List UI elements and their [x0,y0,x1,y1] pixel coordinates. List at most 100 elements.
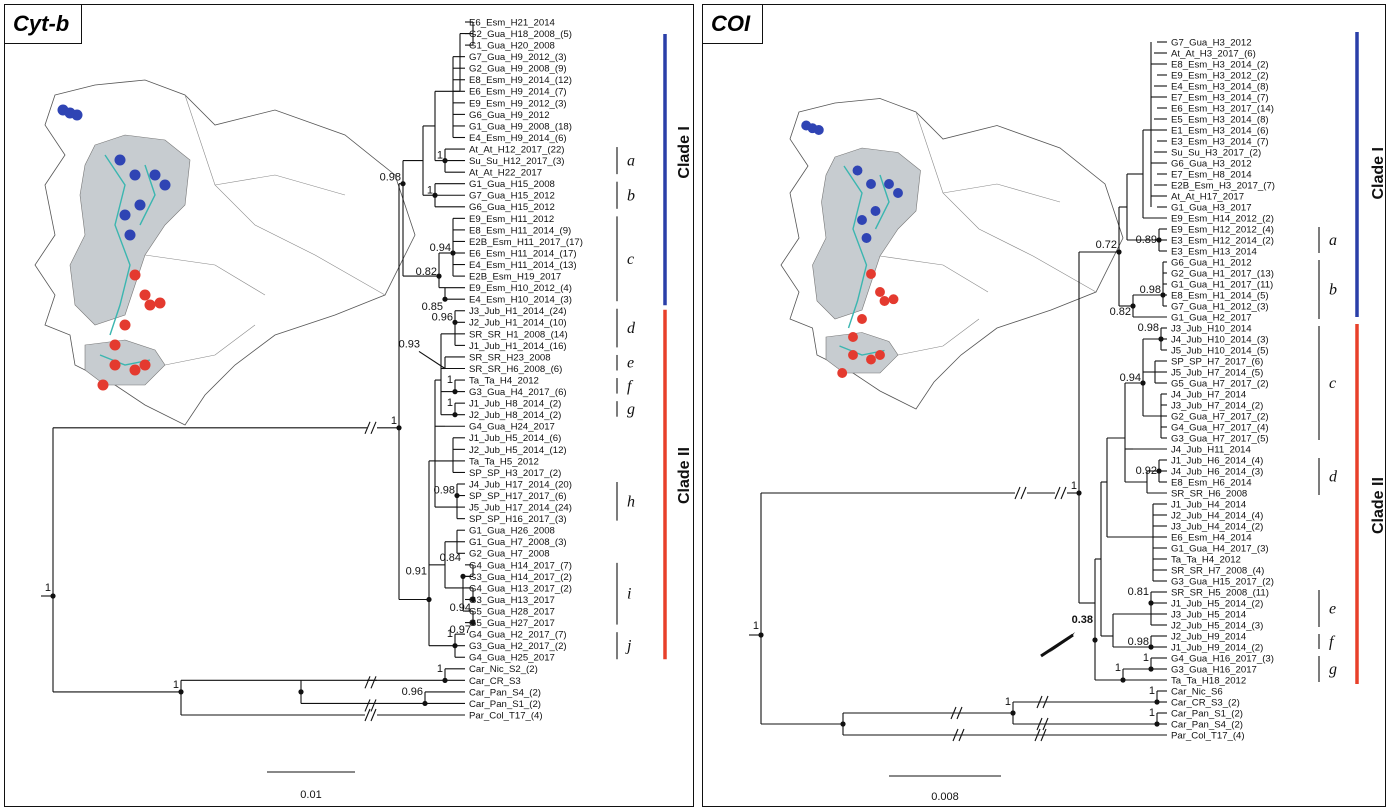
tip-label: G1_Gua_H15_2008 [469,179,555,190]
site-marker-clade2 [129,269,141,281]
map-river [843,165,868,329]
tip-label: Par_Col_T17_(4) [469,710,543,721]
branch-break [364,708,371,722]
site-marker-clade2 [154,297,166,309]
tip-label: G3_Gua_H16_2017 [1171,664,1257,675]
tip-label: E8_Esm_H3_2014_(2) [1171,59,1269,70]
support-value: 0.98 [1140,284,1161,296]
map-boundary [184,94,386,296]
tip-label: E7_Esm_H8_2014 [1171,169,1252,180]
support-value: 0.81 [1128,586,1149,598]
clade-1-label: Clade I [676,126,692,178]
tip-label: J4_Jub_H17_2014_(20) [469,479,572,490]
support-value: 1 [447,397,453,409]
tip-label: G5_Gua_H27_2017 [469,618,555,629]
subclade-label: d [627,320,636,337]
map-river [874,174,890,230]
support-value: 1 [1149,685,1155,697]
branch-break [1054,486,1061,500]
tip-label: G6_Gua_H15_2012 [469,202,555,213]
site-marker-clade2 [144,299,156,311]
tip-label: J5_Jub_H17_2014_(24) [469,503,572,514]
support-value: 0.98 [1138,322,1159,334]
subclade-label: j [625,638,632,655]
tip-label: SP_SP_H17_2017_(6) [469,491,567,502]
tip-label: G1_Gua_H7_2008_(3) [469,537,567,548]
tree-node [298,689,304,695]
tip-label: Car_Pan_S1_(2) [1171,708,1243,719]
tip-label: J4_Jub_H10_2014_(3) [1171,334,1269,345]
cytb-panel: E6_Esm_H21_2014 G2_Gua_H18_2008_(5) G1_Gua… [4,4,694,807]
clade-2-label: Clade II [676,447,692,504]
site-marker-clade2 [875,350,885,360]
site-marker-clade1 [852,165,863,176]
tip-label: J2_Jub_H4_2014_(4) [1171,510,1263,521]
support-value: 1 [753,620,759,632]
tip-label: Ta_Ta_H4_2012 [469,375,539,386]
subclade-label: f [627,378,634,395]
tip-label: Car_Nic_S6 [1171,686,1223,697]
branch-break [1042,695,1049,709]
tip-label: E4_Esm_H11_2014_(13) [469,260,577,271]
site-marker-clade1 [893,188,903,198]
tip-label: G4_Gua_H25_2017 [469,653,555,664]
subclade-label: a [627,153,635,170]
site-marker-clade2 [139,359,151,371]
site-marker-clade2 [888,294,899,305]
tip-label: E9_Esm_H14_2012_(2) [1171,213,1274,224]
map-river [104,154,131,336]
support-value: 0.97 [450,624,471,636]
tip-label: G2_Gua_H7_2017_(2) [1171,411,1269,422]
tip-label: G2_Gua_H9_2008_(9) [469,64,567,75]
support-value: 1 [173,679,179,691]
tip-label: J2_Jub_H9_2014 [1171,631,1247,642]
tip-label: Car_CR_S3 [469,676,521,687]
tip-label: Car_Nic_S2_(2) [469,664,538,675]
support-value: 0.82 [1110,306,1131,318]
branch-break [952,728,959,742]
tip-label: G2_Gua_H1_2017_(13) [1171,268,1274,279]
support-value: 0.38 [1072,614,1093,626]
scale-label: 0.01 [300,789,321,801]
site-marker-clade1 [861,233,872,243]
site-marker-clade2 [109,339,121,351]
branch-break [370,708,377,722]
tip-label: At_At_H22_2017 [469,168,542,179]
branch-break [364,421,371,435]
branch-break [1042,717,1049,731]
site-marker-clade2 [848,350,858,360]
site-marker-clade1 [149,169,161,181]
map-boundary [915,111,1097,293]
tip-label: E6_Esm_H11_2014_(17) [469,248,577,259]
tip-label: G4_Gua_H7_2017_(4) [1171,422,1269,433]
branch-break [364,699,371,712]
tip-label: J5_Jub_H10_2014_(5) [1171,345,1269,356]
support-value: 1 [1071,480,1077,492]
tip-label: J1_Jub_H9_2014_(2) [1171,642,1263,653]
support-value: 0.92 [1136,465,1157,477]
subclade-label: b [1329,282,1337,299]
tip-label: E6_Esm_H9_2014_(7) [469,87,567,98]
tip-label: G1_Gua_H2_2017 [1171,312,1252,323]
branch-break [956,706,963,720]
tip-label: G3_Gua_H2_2017_(2) [469,641,567,652]
coi-tree-svg: G7_Gua_H3_2012At_At_H3_2017_(6)E8_Esm_H3… [749,32,1384,803]
tip-label: E7_Esm_H3_2014_(7) [1171,92,1269,103]
site-marker-clade2 [866,354,876,365]
map-boundary [879,255,989,293]
tip-label: G4_Gua_H14_2017_(7) [469,560,572,571]
tip-label: J1_Jub_H6_2014_(4) [1171,455,1263,466]
tip-label: E9_Esm_H12_2012_(4) [1171,224,1274,235]
tip-label: G6_Gua_H1_2012 [1171,257,1252,268]
subclade-label: h [627,493,635,510]
tip-label: Su_Su_H12_2017_(3) [469,156,564,167]
arrow-pointer [1040,633,1074,658]
site-marker-clade2 [109,359,121,371]
map-river [139,164,156,226]
tip-label: G3_Gua_H14_2017_(2) [469,572,572,583]
tip-label: J5_Jub_H7_2014_(5) [1171,367,1263,378]
map-boundary [144,254,266,296]
tip-label: E2B_Esm_H19_2017 [469,272,561,283]
branch-break [1036,717,1043,731]
tip-label: J3_Jub_H1_2014_(24) [469,306,567,317]
